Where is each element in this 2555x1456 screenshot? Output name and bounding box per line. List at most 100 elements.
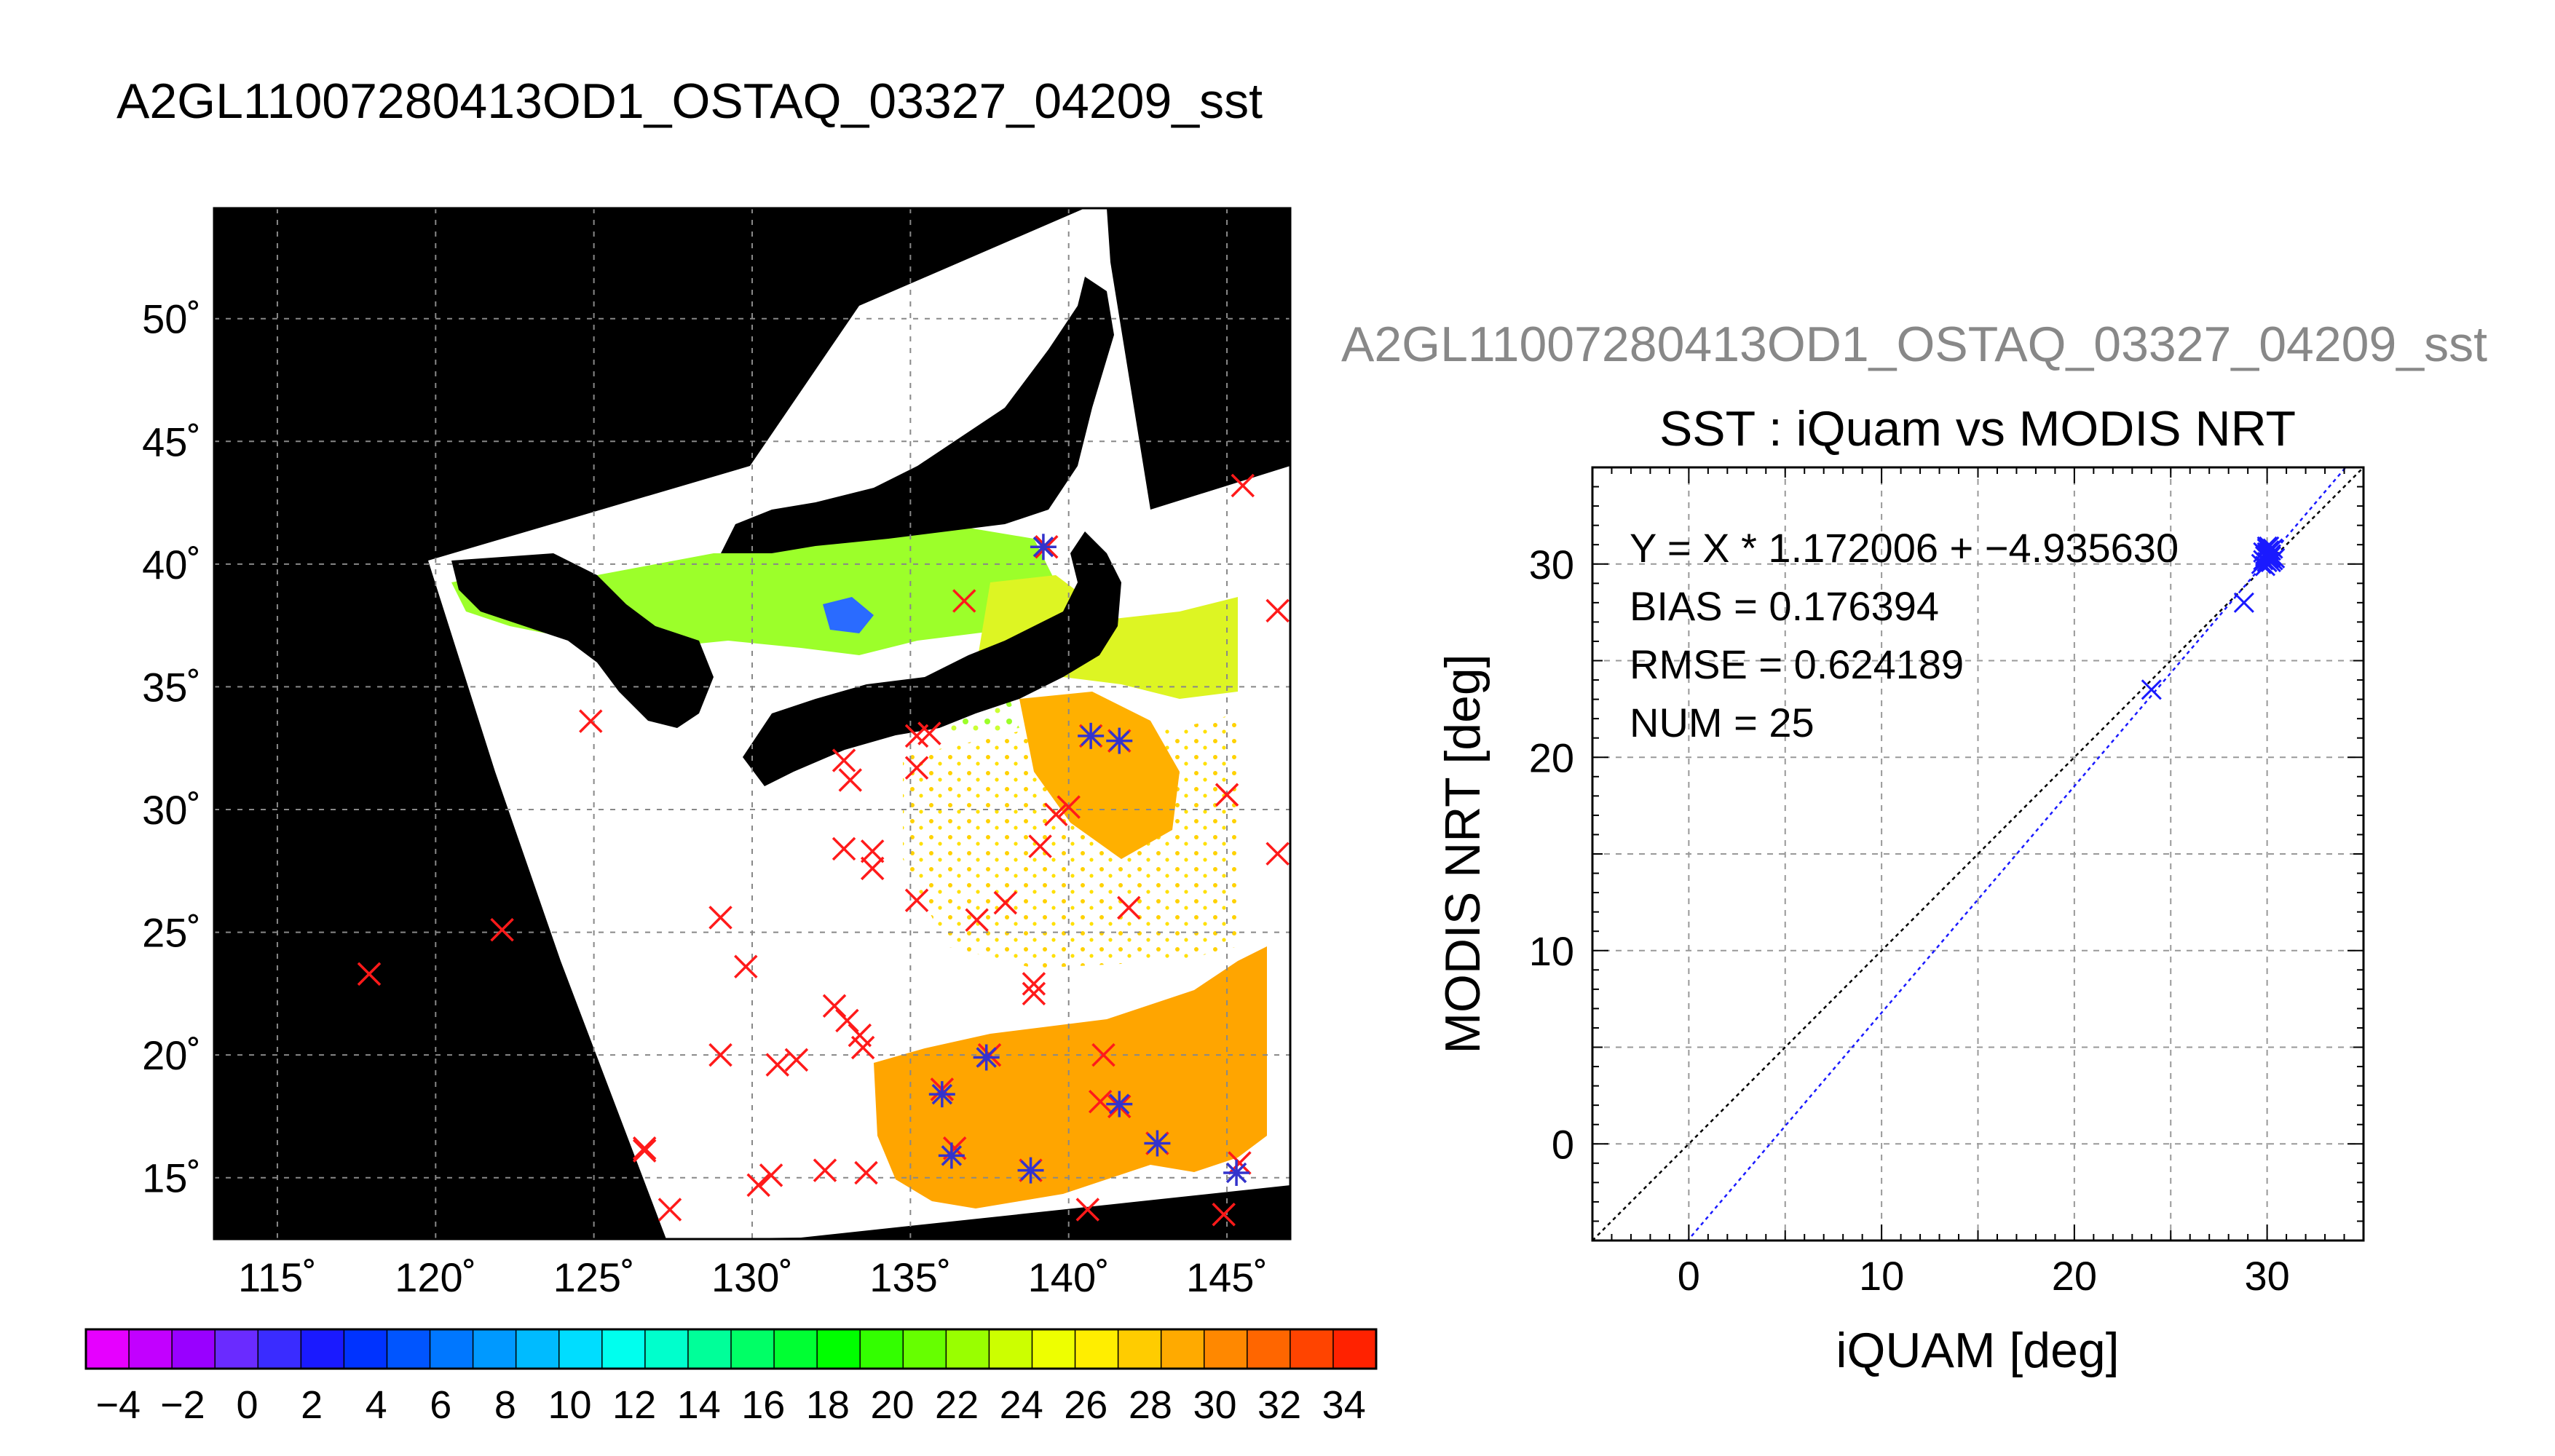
- map-red-marker: [1022, 981, 1046, 1006]
- map-lon-tick-label: 130˚: [711, 1254, 793, 1300]
- colorbar: −4 −2 0 2 4 6 8 10 12 14 16 18 20 22 24 26 28 30 32 34: [84, 1328, 1378, 1427]
- map-blue-marker: [1017, 1157, 1044, 1184]
- colorbar-cell: [817, 1329, 861, 1369]
- colorbar-label: 34: [1322, 1383, 1366, 1427]
- map-lat-tick-label: 20˚: [142, 1032, 201, 1078]
- map-red-marker: [860, 839, 885, 863]
- colorbar-labels: −4 −2 0 2 4 6 8 10 12 14 16 18 20 22 24 26 28 30 32 34: [96, 1383, 1366, 1427]
- map-red-marker: [965, 908, 989, 932]
- map-red-marker: [1265, 842, 1290, 866]
- scatter-x-tick-label: 10: [1859, 1253, 1904, 1299]
- map-red-marker: [835, 1008, 859, 1033]
- map-red-marker: [784, 1048, 809, 1072]
- map-lon-tick-label: 125˚: [553, 1254, 635, 1300]
- colorbar-cell: [1247, 1329, 1291, 1369]
- colorbar-label: −4: [96, 1383, 141, 1427]
- colorbar-label: 12: [612, 1383, 656, 1427]
- colorbar-cell: [1075, 1329, 1119, 1369]
- map-red-marker: [765, 1053, 790, 1077]
- map-red-marker: [759, 1163, 783, 1187]
- colorbar-cell: [1204, 1329, 1248, 1369]
- map-blue-marker: [1106, 727, 1133, 754]
- map-lon-tick-label: 135˚: [869, 1254, 951, 1300]
- map-red-marker: [1028, 834, 1052, 858]
- colorbar-label: 0: [236, 1383, 258, 1427]
- scatter-annotation: BIAS = 0.176394: [1630, 583, 1939, 629]
- colorbar-cell: [1161, 1329, 1205, 1369]
- map-red-marker: [917, 721, 941, 745]
- map-red-marker: [632, 1136, 657, 1160]
- scatter-y-tick-label: 20: [1529, 735, 1574, 780]
- colorbar-cell: [516, 1329, 560, 1369]
- colorbar-label: 28: [1129, 1383, 1172, 1427]
- colorbar-label: 16: [741, 1383, 785, 1427]
- colorbar-cell: [1032, 1329, 1076, 1369]
- colorbar-label: −2: [160, 1383, 205, 1427]
- map-red-marker: [904, 888, 929, 912]
- colorbar-label: 2: [301, 1383, 323, 1427]
- colorbar-cell: [860, 1329, 904, 1369]
- land-china-north: [721, 277, 1114, 553]
- map-lat-tick-label: 25˚: [142, 910, 201, 956]
- scatter-panel: A2GL11007280413OD1_OSTAQ_03327_04209_sst…: [1341, 317, 2487, 1378]
- map-latitude-labels: 15˚ 20˚ 25˚ 30˚ 35˚ 40˚ 45˚ 50˚: [142, 296, 201, 1201]
- map-red-marker: [854, 1160, 878, 1185]
- map-red-marker: [850, 1035, 875, 1060]
- map-lon-tick-label: 120˚: [395, 1254, 476, 1300]
- swath-warm-sst-2: [1019, 692, 1180, 859]
- map-blue-marker: [1106, 1091, 1133, 1117]
- colorbar-frame: [84, 1328, 1378, 1370]
- colorbar-cell: [430, 1329, 474, 1369]
- map-imagery: [428, 208, 1290, 1239]
- scatter-y-tick-label: 30: [1529, 542, 1574, 587]
- map-lon-tick-label: 115˚: [238, 1254, 317, 1300]
- scatter-annotation: NUM = 25: [1630, 700, 1814, 745]
- map-markers: [357, 473, 1290, 1227]
- land-korea: [451, 553, 714, 728]
- colorbar-cell: [1118, 1329, 1162, 1369]
- map-red-marker: [904, 756, 929, 780]
- map-blue-marker: [928, 1081, 955, 1108]
- map-lat-tick-label: 35˚: [142, 664, 201, 710]
- map-red-marker: [357, 962, 382, 986]
- map-red-marker: [952, 589, 976, 613]
- map-red-marker: [813, 1158, 837, 1182]
- colorbar-cell: [989, 1329, 1032, 1369]
- colorbar-label: 6: [430, 1383, 451, 1427]
- map-red-marker: [1057, 795, 1081, 819]
- scatter-point: [2254, 544, 2276, 565]
- scatter-y-tick-label: 0: [1552, 1121, 1574, 1167]
- colorbar-cell: [215, 1329, 258, 1369]
- colorbar-cell: [258, 1329, 301, 1369]
- map-lat-tick-label: 40˚: [142, 542, 201, 587]
- map-red-marker: [708, 906, 732, 930]
- scatter-point: [2260, 540, 2281, 561]
- map-red-marker: [1117, 895, 1141, 920]
- scatter-xlabel: iQUAM [deg]: [1836, 1323, 2119, 1378]
- colorbar-cells: [86, 1329, 1377, 1369]
- scatter-annotations: Y = X * 1.172006 + −4.935630 BIAS = 0.176…: [1630, 525, 2179, 745]
- colorbar-cell: [644, 1329, 689, 1369]
- colorbar-cell: [172, 1329, 216, 1369]
- scatter-annotation: RMSE = 0.624189: [1630, 641, 1964, 687]
- colorbar-cell: [301, 1329, 344, 1369]
- map-frame: [213, 207, 1292, 1241]
- map-red-marker: [708, 1042, 732, 1067]
- map-longitude-labels: 115˚ 120˚ 125˚ 130˚ 135˚ 140˚ 145˚: [238, 1254, 1268, 1300]
- map-gridlines: [214, 208, 1290, 1239]
- map-red-marker: [1091, 1042, 1115, 1067]
- scatter-point: [2233, 592, 2254, 613]
- map-blue-marker: [1078, 722, 1105, 749]
- swath-blue-spot: [823, 597, 874, 633]
- colorbar-cell: [473, 1329, 517, 1369]
- map-blue-marker: [1144, 1130, 1171, 1157]
- scatter-point: [2141, 679, 2162, 700]
- regression-line: [1686, 467, 2347, 1241]
- colorbar-cell: [344, 1329, 387, 1369]
- colorbar-cell: [129, 1329, 173, 1369]
- colorbar-label: 4: [366, 1383, 387, 1427]
- colorbar-cell: [946, 1329, 990, 1369]
- map-lat-tick-label: 45˚: [142, 419, 201, 464]
- map-red-marker: [632, 1139, 657, 1163]
